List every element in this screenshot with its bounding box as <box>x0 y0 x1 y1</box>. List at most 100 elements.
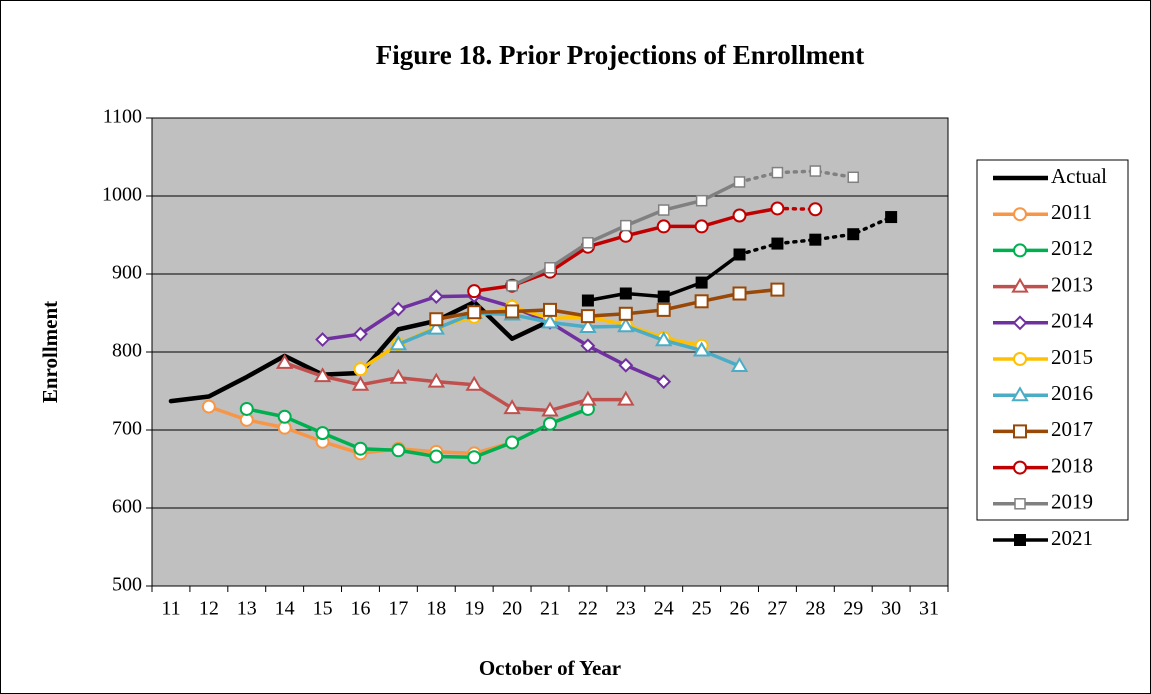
data-point <box>618 306 633 321</box>
x-tick-label: 26 <box>730 598 750 620</box>
data-point <box>695 194 708 207</box>
data-point <box>543 302 557 317</box>
y-tick-label: 500 <box>112 574 142 596</box>
data-point <box>733 176 746 188</box>
data-point <box>770 282 785 297</box>
data-point <box>467 305 482 320</box>
y-tick-label: 700 <box>112 418 142 440</box>
series-line-projection <box>737 215 893 257</box>
data-point <box>429 312 444 327</box>
data-point <box>733 248 746 261</box>
legend-label: 2021 <box>1051 526 1093 550</box>
data-point <box>427 319 446 335</box>
data-point <box>351 375 370 391</box>
x-tick-label: 23 <box>616 598 636 620</box>
legend-label: Actual <box>1051 164 1107 188</box>
x-tick-label: 22 <box>578 598 598 620</box>
data-point <box>885 211 898 224</box>
data-point <box>277 409 292 424</box>
series-line <box>434 287 780 321</box>
data-point <box>580 338 596 354</box>
legend-marker <box>1013 460 1027 475</box>
data-point <box>428 289 444 305</box>
y-tick-label: 600 <box>112 496 142 518</box>
legend-marker <box>1013 352 1027 366</box>
data-point <box>618 357 634 373</box>
data-point <box>353 326 368 342</box>
data-point <box>692 341 711 357</box>
data-point <box>353 441 368 456</box>
data-point <box>315 332 330 347</box>
data-point <box>579 318 597 334</box>
legend-label: 2014 <box>1051 309 1094 333</box>
legend-label: 2011 <box>1051 200 1092 224</box>
x-tick-label: 27 <box>767 598 787 620</box>
x-tick-label: 20 <box>502 598 522 620</box>
y-tick-label: 1100 <box>103 106 142 128</box>
data-point <box>582 237 594 249</box>
x-tick-label: 24 <box>654 598 674 620</box>
data-point <box>657 204 670 216</box>
data-point <box>654 331 673 347</box>
x-tick-label: 19 <box>464 598 484 620</box>
legend-marker <box>1014 534 1026 546</box>
data-point <box>847 171 859 184</box>
data-point <box>201 399 216 414</box>
data-point <box>771 237 784 250</box>
x-tick-label: 25 <box>692 598 712 620</box>
x-tick-label: 31 <box>919 598 939 620</box>
series-line <box>282 361 628 413</box>
data-point <box>541 401 559 417</box>
x-tick-label: 21 <box>540 598 560 620</box>
data-point <box>239 401 254 416</box>
legend-box <box>976 159 1129 521</box>
data-point <box>389 368 408 384</box>
data-point <box>619 287 632 300</box>
legend-marker <box>1013 243 1027 258</box>
data-point <box>656 219 671 234</box>
x-tick-label: 17 <box>388 598 408 620</box>
legend-marker <box>1011 277 1029 293</box>
x-tick-label: 12 <box>199 598 219 620</box>
x-tick-label: 15 <box>313 598 333 620</box>
data-point <box>506 279 518 292</box>
data-point <box>541 313 559 329</box>
data-point <box>505 435 520 450</box>
data-point <box>390 301 406 317</box>
data-point <box>694 294 709 309</box>
data-point <box>579 390 597 406</box>
data-point <box>581 294 594 307</box>
data-point <box>732 208 747 223</box>
data-point <box>617 317 635 333</box>
data-point <box>620 219 632 232</box>
data-point <box>808 202 823 217</box>
x-tick-label: 30 <box>881 598 901 620</box>
data-point <box>618 228 633 243</box>
x-tick-label: 18 <box>426 598 446 620</box>
x-tick-label: 16 <box>350 598 370 620</box>
data-point <box>730 357 749 373</box>
data-point <box>429 449 444 464</box>
data-point <box>353 362 368 377</box>
legend-marker <box>1012 315 1028 331</box>
legend-marker <box>1013 424 1027 439</box>
data-point <box>656 302 671 317</box>
data-point <box>580 309 595 324</box>
chart-title: Figure 18. Prior Projections of Enrollme… <box>376 40 864 70</box>
legend-label: 2018 <box>1051 453 1093 477</box>
legend-marker <box>1013 207 1027 222</box>
series-line <box>320 294 666 384</box>
x-tick-label: 13 <box>237 598 257 620</box>
legend-label: 2019 <box>1051 490 1093 514</box>
data-point <box>695 276 708 289</box>
data-point <box>427 372 446 388</box>
data-point <box>544 262 556 274</box>
x-tick-label: 28 <box>805 598 825 620</box>
legend-label: 2012 <box>1051 236 1093 260</box>
data-point <box>809 165 822 177</box>
legend-label: 2016 <box>1051 381 1093 405</box>
data-point <box>389 335 408 351</box>
data-point <box>467 450 482 465</box>
y-tick-label: 1000 <box>102 184 142 206</box>
